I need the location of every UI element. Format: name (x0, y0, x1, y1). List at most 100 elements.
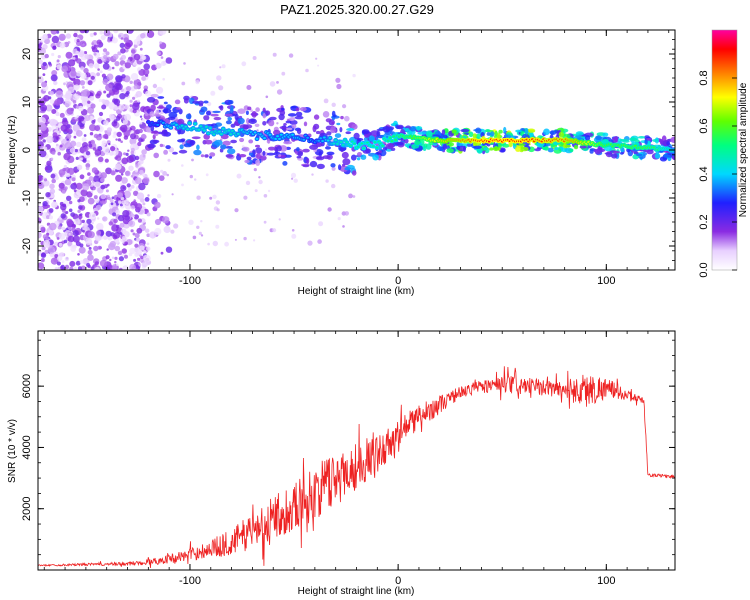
spectrogram-noise-mark (55, 111, 60, 117)
spectrogram-ridge-core-mark (326, 139, 330, 142)
spectrogram-ridge-spread-mark (262, 150, 266, 156)
spectrogram-ridge-spread-mark (299, 107, 307, 112)
colorbar-tick-label: 0.4 (698, 166, 710, 181)
spectrogram-noise-mark (83, 146, 89, 152)
spectrogram-noise-mark (65, 172, 71, 178)
spectrogram-noise-mark (51, 35, 60, 44)
spectrogram-noise-mark (129, 137, 137, 145)
spectrogram-noise-mark (45, 104, 53, 112)
spectrogram-noise-mark (88, 176, 94, 182)
spectrogram-ridge-spread-mark (209, 152, 216, 157)
spectrogram-noise-mark (42, 131, 49, 138)
spectrogram-ridge-core-mark (343, 138, 347, 141)
spectrogram-noise-mark (69, 266, 74, 270)
spectrogram-noise-mark (104, 266, 111, 270)
spectrogram-noise-mark (49, 183, 55, 190)
spectrogram-ridge-core-mark (278, 137, 281, 140)
spectrogram-xtick-label: 100 (597, 275, 615, 287)
spectrogram-noise-mark (133, 38, 141, 46)
spectrogram-noise-mark (70, 246, 76, 252)
spectrogram-noise-mark (77, 253, 80, 256)
spectrogram-noise-mark (105, 189, 109, 193)
spectrogram-ridge-core-mark (199, 125, 203, 128)
spectrogram-noise-mark (42, 201, 48, 207)
spectrogram-noise-mark (272, 52, 277, 57)
spectrogram-ridge-spread-mark (204, 154, 209, 158)
spectrogram-ridge-spread-mark (302, 164, 310, 168)
spectrogram-noise-mark (135, 90, 142, 98)
spectrogram-noise-mark (196, 225, 200, 229)
spectrogram-noise-mark (138, 159, 144, 165)
spectrogram-noise-mark (51, 178, 56, 184)
spectrogram-noise-mark (47, 246, 56, 254)
spectrogram-noise-mark (135, 203, 143, 210)
spectrogram-noise-mark (114, 61, 120, 67)
spectrogram-ridge-core-mark (175, 123, 178, 126)
spectrogram-noise-mark (188, 219, 194, 225)
spectrogram-noise-mark (135, 169, 138, 173)
spectrogram-ridge-spread-mark (314, 149, 324, 156)
spectrogram-ridge-spread-mark (179, 144, 184, 150)
spectrogram-noise-mark (331, 102, 336, 108)
spectrogram-noise-mark (66, 195, 72, 201)
spectrogram-noise-mark (79, 243, 84, 248)
spectrogram-noise-mark (137, 218, 142, 223)
spectrogram-ridge-spread-mark (351, 123, 358, 130)
spectrogram-ridge-core-mark (381, 144, 384, 147)
spectrogram-ridge-core-mark (291, 133, 294, 136)
spectrogram-noise-mark (94, 63, 100, 69)
spectrogram-noise-mark (138, 182, 146, 191)
spectrogram-ridge-spread-mark (255, 159, 261, 166)
spectrogram-noise-mark (96, 134, 102, 141)
spectrogram-noise-mark (219, 66, 222, 69)
spectrogram-noise-mark (234, 238, 237, 241)
spectrogram-noise-mark (64, 186, 68, 191)
spectrogram-noise-mark (44, 166, 49, 171)
spectrogram-ridge-spread-mark (200, 106, 208, 112)
spectrogram-ridge-spread-mark (500, 143, 504, 147)
spectrogram-noise-mark (129, 247, 136, 254)
spectrogram-ridge-core-mark (268, 133, 272, 136)
spectrogram-noise-mark (101, 73, 106, 78)
spectrogram-noise-mark (122, 265, 129, 270)
spectrogram-ridge-spread-mark (638, 136, 646, 139)
spectrogram-noise-mark (133, 84, 139, 90)
spectrogram-ridge-spread-mark (244, 124, 253, 129)
spectrogram-noise-mark (71, 224, 76, 228)
spectrogram-noise-mark (130, 73, 139, 81)
spectrogram-noise-mark (191, 158, 194, 162)
spectrogram-ridge-spread-mark (295, 111, 303, 117)
spectrogram-ridge-core-mark (319, 137, 323, 140)
spectrogram-noise-mark (73, 218, 81, 226)
colorbar-tick-label: 0.0 (698, 262, 710, 277)
spectrogram-noise-mark (99, 259, 107, 267)
snr-xtick-label: 100 (597, 575, 615, 587)
spectrogram-noise-mark (73, 30, 79, 34)
spectrogram-noise-mark (116, 131, 122, 138)
spectrogram-noise-mark (129, 263, 136, 270)
colorbar: 0.0 0.2 0.4 0.6 0.8 Normalized spectral ampl… (698, 29, 749, 278)
spectrogram-noise-mark (281, 71, 286, 76)
spectrogram-noise-mark (105, 83, 113, 92)
spectrogram-noise-mark (133, 214, 139, 220)
spectrogram-noise-mark (131, 213, 135, 217)
spectrogram-noise-mark (53, 80, 58, 86)
spectrogram-noise-mark (78, 246, 86, 254)
spectrogram-ridge-spread-mark (287, 113, 297, 117)
spectrogram-ridge-core-mark (339, 141, 343, 143)
spectrogram-noise-mark (64, 141, 72, 150)
spectrogram-ridge-spread-mark (309, 144, 319, 150)
spectrogram-ridge-core-mark (390, 140, 394, 143)
snr-ylabel: SNR (10 * v/v) (7, 419, 18, 483)
spectrogram-ridge-spread-mark (663, 154, 671, 158)
spectrogram-noise-mark (51, 201, 58, 208)
spectrogram-noise-mark (130, 130, 134, 134)
spectrogram-noise-mark (81, 137, 87, 142)
spectrogram-noise-mark (78, 61, 86, 69)
spectrogram-noise-mark (67, 241, 72, 247)
spectrogram-noise-mark (71, 177, 76, 182)
spectrogram-noise-mark (78, 105, 84, 112)
spectrogram-ridge-core-mark (334, 139, 338, 142)
colorbar-ticks: 0.0 0.2 0.4 0.6 0.8 (698, 70, 737, 278)
spectrogram-ridge-spread-mark (339, 127, 343, 133)
